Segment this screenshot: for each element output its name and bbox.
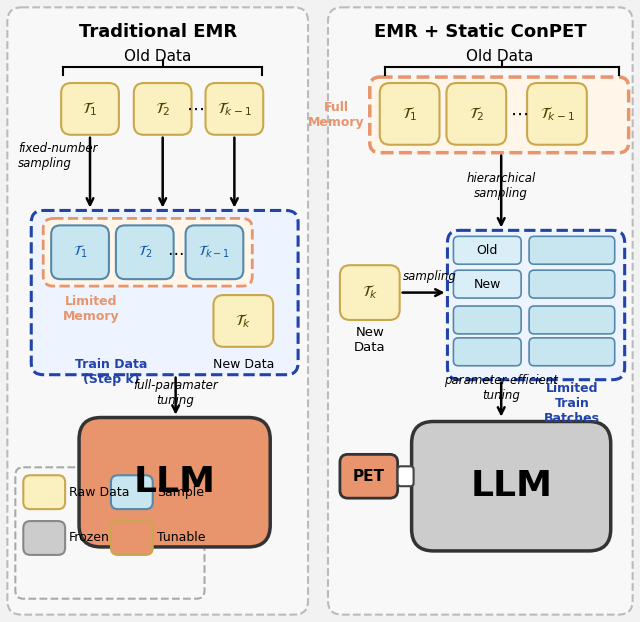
Text: sampling: sampling	[403, 269, 456, 282]
FancyBboxPatch shape	[111, 521, 153, 555]
Text: $\mathcal{T}_1$: $\mathcal{T}_1$	[402, 105, 417, 123]
Text: New
Data: New Data	[354, 326, 385, 354]
Text: Limited
Memory: Limited Memory	[63, 295, 119, 323]
FancyBboxPatch shape	[61, 83, 119, 135]
Text: Train Data
(Step k): Train Data (Step k)	[75, 358, 147, 386]
Text: Limited
Train
Batches: Limited Train Batches	[544, 382, 600, 425]
Text: $\mathcal{T}_2$: $\mathcal{T}_2$	[155, 100, 170, 118]
Text: $\cdots$: $\cdots$	[186, 100, 204, 118]
Text: $\mathcal{T}_k$: $\mathcal{T}_k$	[362, 284, 378, 302]
Text: $\mathcal{T}_1$: $\mathcal{T}_1$	[73, 244, 87, 261]
FancyBboxPatch shape	[527, 83, 587, 145]
FancyBboxPatch shape	[79, 417, 270, 547]
Text: $\cdots$: $\cdots$	[167, 243, 184, 261]
FancyBboxPatch shape	[214, 295, 273, 347]
Text: Traditional EMR: Traditional EMR	[79, 23, 237, 41]
FancyBboxPatch shape	[51, 225, 109, 279]
FancyBboxPatch shape	[447, 83, 506, 145]
FancyBboxPatch shape	[397, 466, 413, 486]
Text: Raw Data: Raw Data	[69, 486, 129, 499]
Text: $\mathcal{T}_2$: $\mathcal{T}_2$	[138, 244, 152, 261]
Text: EMR + Static ConPET: EMR + Static ConPET	[374, 23, 587, 41]
FancyBboxPatch shape	[529, 306, 614, 334]
Text: Old: Old	[477, 244, 498, 257]
Text: $\mathcal{T}_k$: $\mathcal{T}_k$	[235, 312, 252, 330]
Text: Full
Memory: Full Memory	[308, 101, 365, 129]
FancyBboxPatch shape	[453, 236, 521, 264]
FancyBboxPatch shape	[412, 422, 611, 551]
FancyBboxPatch shape	[31, 210, 298, 374]
FancyBboxPatch shape	[186, 225, 243, 279]
Text: hierarchical
sampling: hierarchical sampling	[467, 172, 536, 200]
FancyBboxPatch shape	[453, 270, 521, 298]
FancyBboxPatch shape	[340, 454, 397, 498]
Text: PET: PET	[353, 469, 385, 484]
FancyBboxPatch shape	[15, 467, 205, 599]
Text: $\cdots$: $\cdots$	[510, 105, 528, 123]
FancyBboxPatch shape	[529, 338, 614, 366]
FancyBboxPatch shape	[44, 218, 252, 286]
FancyBboxPatch shape	[529, 270, 614, 298]
FancyBboxPatch shape	[453, 338, 521, 366]
Text: LLM: LLM	[134, 465, 216, 499]
Text: $\mathcal{T}_{k-1}$: $\mathcal{T}_{k-1}$	[540, 105, 575, 123]
Text: New Data: New Data	[212, 358, 274, 371]
FancyBboxPatch shape	[111, 475, 153, 509]
FancyBboxPatch shape	[447, 230, 625, 379]
Text: LLM: LLM	[470, 469, 552, 503]
FancyBboxPatch shape	[134, 83, 191, 135]
FancyBboxPatch shape	[340, 265, 399, 320]
Text: $\mathcal{T}_1$: $\mathcal{T}_1$	[82, 100, 98, 118]
Text: New: New	[474, 277, 501, 290]
Text: Tunable: Tunable	[157, 531, 205, 544]
Text: Old Data: Old Data	[124, 49, 191, 64]
FancyBboxPatch shape	[328, 7, 632, 615]
Text: Old Data: Old Data	[465, 49, 533, 64]
Text: parameter-efficient
tuning: parameter-efficient tuning	[444, 374, 558, 402]
Text: fixed-number
sampling: fixed-number sampling	[19, 142, 98, 170]
FancyBboxPatch shape	[453, 306, 521, 334]
FancyBboxPatch shape	[8, 7, 308, 615]
Text: full-paramater
tuning: full-paramater tuning	[133, 379, 218, 407]
Text: Sample: Sample	[157, 486, 204, 499]
FancyBboxPatch shape	[23, 521, 65, 555]
FancyBboxPatch shape	[380, 83, 440, 145]
Text: $\mathcal{T}_{k-1}$: $\mathcal{T}_{k-1}$	[198, 244, 230, 261]
FancyBboxPatch shape	[370, 77, 628, 153]
FancyBboxPatch shape	[529, 236, 614, 264]
FancyBboxPatch shape	[116, 225, 173, 279]
Text: $\mathcal{T}_{k-1}$: $\mathcal{T}_{k-1}$	[217, 100, 252, 118]
Text: $\mathcal{T}_2$: $\mathcal{T}_2$	[468, 105, 484, 123]
Text: Frozen: Frozen	[69, 531, 110, 544]
FancyBboxPatch shape	[23, 475, 65, 509]
FancyBboxPatch shape	[205, 83, 263, 135]
